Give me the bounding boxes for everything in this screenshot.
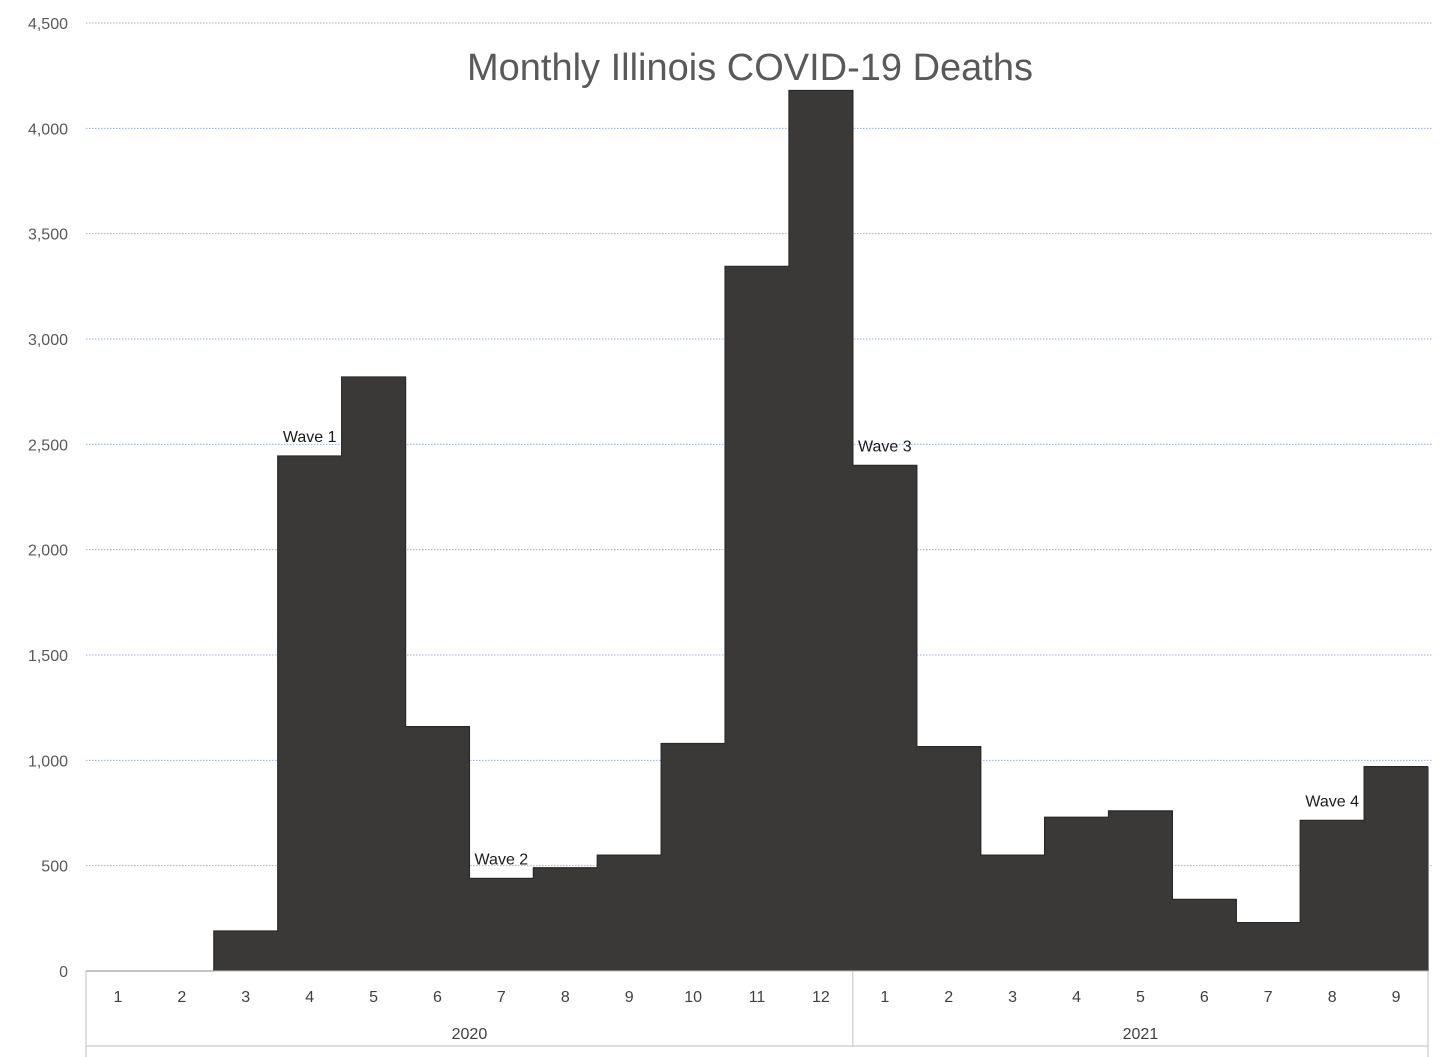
- y-tick-label: 2,500: [28, 437, 68, 454]
- x-tick-label: 3: [1008, 989, 1017, 1006]
- x-tick-label: 4: [305, 989, 314, 1006]
- wave-annotation: Wave 4: [1305, 793, 1359, 810]
- x-group-label: 2021: [1123, 1026, 1159, 1043]
- x-tick-label: 1: [880, 989, 889, 1006]
- axes: 0 500 1,000 1,500 2,000 2,500 3,000 3,500 4,000 4…: [28, 16, 1429, 1057]
- bar: [1172, 899, 1237, 971]
- bar: [405, 726, 471, 971]
- annotations: Wave 1 Wave 2 Wave 3 Wave 4: [283, 429, 1359, 868]
- wave-annotation: Wave 2: [475, 851, 529, 868]
- plot-area: [86, 89, 1429, 972]
- x-tick-label: 9: [1392, 989, 1401, 1006]
- bar: [213, 930, 279, 971]
- x-tick-label: 7: [497, 989, 506, 1006]
- bar: [661, 743, 726, 971]
- y-tick-label: 1,000: [28, 753, 68, 770]
- bar: [916, 746, 982, 971]
- y-tick-label: 4,000: [28, 121, 68, 138]
- y-tick-label: 500: [41, 859, 68, 876]
- bar: [1044, 817, 1110, 971]
- bar: [725, 266, 790, 971]
- bar: [980, 855, 1046, 971]
- x-tick-label: 8: [561, 989, 570, 1006]
- x-tick-label: 6: [433, 989, 442, 1006]
- series-outline: [86, 89, 1428, 972]
- y-tick-label: 2,000: [28, 543, 68, 560]
- x-tick-label: 5: [369, 989, 378, 1006]
- bar: [341, 376, 407, 971]
- bar: [1364, 766, 1429, 971]
- wave-annotation: Wave 1: [283, 429, 337, 446]
- x-tick-label: 8: [1328, 989, 1337, 1006]
- x-tick-label: 7: [1264, 989, 1273, 1006]
- y-tick-label: 3,500: [28, 227, 68, 244]
- bar: [1236, 922, 1301, 971]
- x-tick-label: 5: [1136, 989, 1145, 1006]
- bar: [597, 855, 662, 971]
- wave-annotation: Wave 3: [858, 438, 912, 455]
- x-tick-label: 2: [177, 989, 186, 1006]
- bar: [1108, 810, 1173, 971]
- bar: [277, 455, 343, 971]
- x-tick-label: 6: [1200, 989, 1209, 1006]
- bar: [533, 867, 598, 971]
- bar: [852, 465, 918, 971]
- x-tick-label: 11: [749, 989, 766, 1006]
- x-tick-label: 3: [241, 989, 250, 1006]
- bar: [788, 90, 854, 971]
- bar: [1300, 820, 1365, 971]
- x-tick-label: 10: [684, 989, 702, 1006]
- x-tick-label: 2: [944, 989, 953, 1006]
- x-tick-label: 1: [113, 989, 122, 1006]
- chart-title: Monthly Illinois COVID-19 Deaths: [467, 47, 1033, 89]
- bar: [469, 878, 534, 971]
- x-group-label: 2020: [452, 1026, 488, 1043]
- x-tick-label: 4: [1072, 989, 1081, 1006]
- x-tick-label: 9: [625, 989, 634, 1006]
- x-tick-label: 12: [812, 989, 830, 1006]
- y-tick-label: 1,500: [28, 648, 68, 665]
- y-tick-label: 3,000: [28, 332, 68, 349]
- y-tick-label: 0: [59, 964, 68, 981]
- y-tick-label: 4,500: [28, 16, 68, 33]
